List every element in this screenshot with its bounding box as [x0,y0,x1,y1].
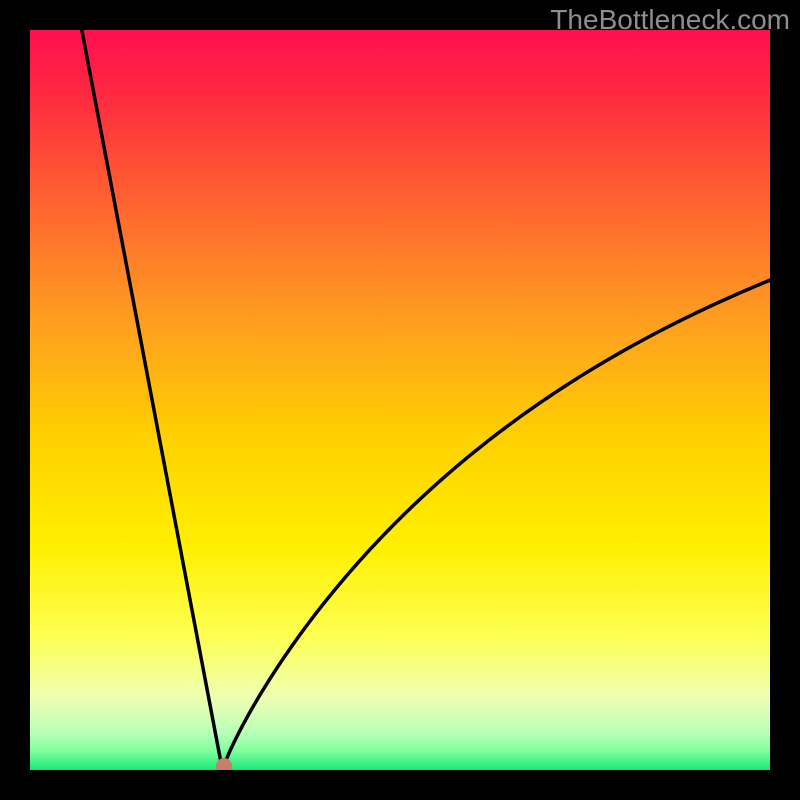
plot-area [30,30,770,770]
vertex-dot [216,758,232,770]
bottleneck-curve [82,30,770,770]
watermark-text: TheBottleneck.com [550,4,790,36]
chart-stage: TheBottleneck.com [0,0,800,800]
curve-layer [30,30,770,770]
